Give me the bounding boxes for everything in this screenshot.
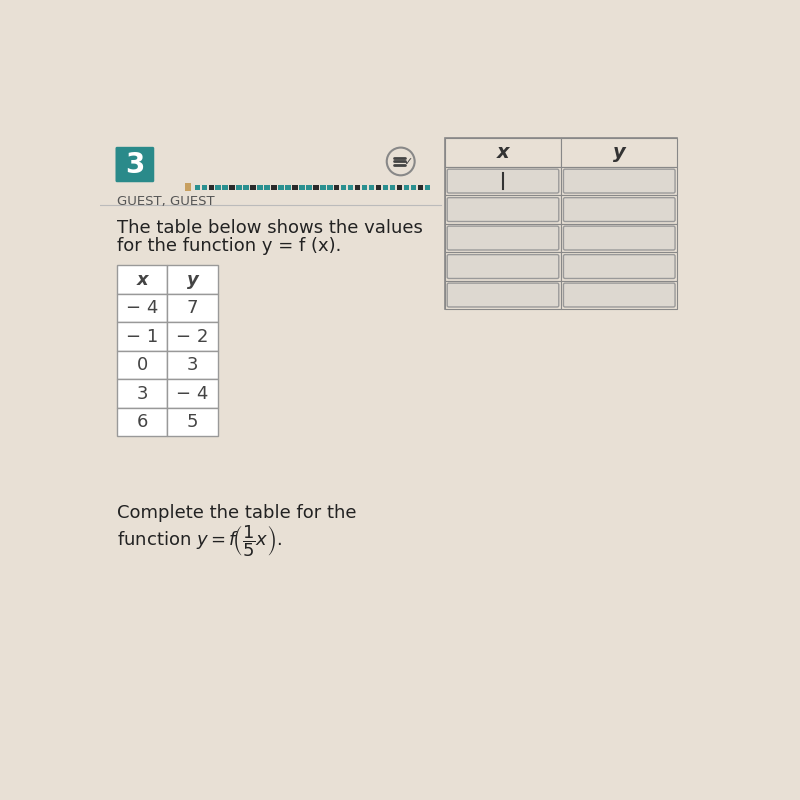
Text: Complete the table for the: Complete the table for the [117, 504, 357, 522]
Text: x: x [137, 270, 148, 289]
Text: function $y = f\!\left(\dfrac{1}{5}x\right).$: function $y = f\!\left(\dfrac{1}{5}x\rig… [117, 523, 282, 559]
Text: y: y [186, 270, 198, 289]
Bar [167, 322, 218, 351]
Bar [117, 408, 167, 436]
FancyBboxPatch shape [563, 226, 675, 250]
Bar [167, 351, 218, 379]
FancyBboxPatch shape [447, 169, 558, 193]
Bar [445, 138, 678, 310]
Bar [561, 224, 678, 252]
Bar [250, 185, 256, 190]
Bar [341, 185, 346, 190]
Bar [561, 281, 678, 310]
Bar [264, 185, 270, 190]
Text: − 1: − 1 [126, 328, 158, 346]
Bar [117, 294, 167, 322]
Bar [445, 224, 561, 252]
Bar [445, 167, 561, 195]
Bar [561, 138, 678, 167]
Bar [215, 185, 221, 190]
Text: y: y [613, 143, 626, 162]
Bar [334, 185, 339, 190]
Bar [292, 185, 298, 190]
FancyBboxPatch shape [563, 198, 675, 222]
Bar [362, 185, 367, 190]
Bar [418, 185, 423, 190]
Bar [271, 185, 277, 190]
Text: 3: 3 [125, 150, 145, 178]
Bar [383, 185, 388, 190]
Circle shape [386, 147, 414, 175]
FancyBboxPatch shape [447, 198, 558, 222]
FancyBboxPatch shape [563, 254, 675, 278]
Bar [167, 294, 218, 322]
Text: 7: 7 [187, 299, 198, 317]
Bar [390, 185, 395, 190]
Bar [348, 185, 354, 190]
Bar [327, 185, 333, 190]
Text: 3: 3 [187, 356, 198, 374]
Text: x: x [497, 143, 510, 162]
Text: 3: 3 [137, 385, 148, 402]
Text: ✓: ✓ [403, 158, 412, 167]
Bar [278, 185, 284, 190]
FancyBboxPatch shape [447, 226, 558, 250]
FancyBboxPatch shape [447, 283, 558, 307]
Bar [167, 408, 218, 436]
Bar [410, 185, 416, 190]
Bar [117, 266, 167, 294]
Bar [117, 322, 167, 351]
Text: GUEST, GUEST: GUEST, GUEST [117, 194, 214, 207]
Text: The table below shows the values: The table below shows the values [117, 219, 423, 238]
Bar [243, 185, 249, 190]
Bar [376, 185, 382, 190]
Bar [561, 167, 678, 195]
Bar [258, 185, 262, 190]
Bar [445, 138, 561, 167]
Bar [117, 351, 167, 379]
Bar [209, 185, 214, 190]
FancyBboxPatch shape [115, 147, 154, 182]
Bar [404, 185, 410, 190]
Bar [202, 185, 207, 190]
Text: − 2: − 2 [177, 328, 209, 346]
Bar [222, 185, 228, 190]
Bar [299, 185, 305, 190]
Bar [320, 185, 326, 190]
Bar [286, 185, 290, 190]
Text: 0: 0 [137, 356, 148, 374]
Text: − 4: − 4 [126, 299, 158, 317]
Bar [561, 195, 678, 224]
FancyBboxPatch shape [447, 254, 558, 278]
Bar [313, 185, 318, 190]
Bar [117, 379, 167, 408]
Text: 5: 5 [187, 413, 198, 431]
Text: 6: 6 [137, 413, 148, 431]
Bar [230, 185, 235, 190]
Bar [306, 185, 311, 190]
Bar [445, 252, 561, 281]
FancyBboxPatch shape [563, 283, 675, 307]
Bar [237, 185, 242, 190]
Bar [186, 183, 191, 190]
Bar [167, 266, 218, 294]
Bar [425, 185, 430, 190]
Bar [355, 185, 361, 190]
Bar [445, 195, 561, 224]
Text: for the function y = f (x).: for the function y = f (x). [117, 237, 342, 255]
Bar [167, 379, 218, 408]
Bar [369, 185, 374, 190]
Text: − 4: − 4 [177, 385, 209, 402]
Bar [194, 185, 200, 190]
Bar [397, 185, 402, 190]
Bar [561, 252, 678, 281]
Bar [445, 281, 561, 310]
FancyBboxPatch shape [563, 169, 675, 193]
